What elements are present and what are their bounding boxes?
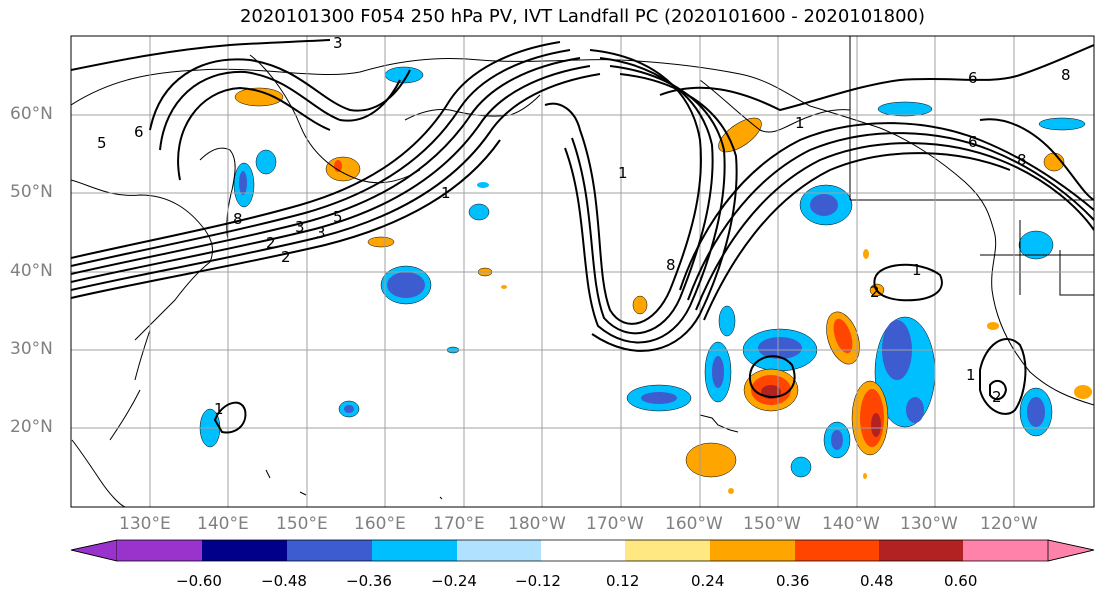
lat-label-30n: 30°N <box>10 339 53 359</box>
colorbar-tick: 0.36 <box>776 572 810 590</box>
lon-label: 160°E <box>354 514 406 534</box>
contour-label: 1 <box>966 366 976 384</box>
colorbar <box>70 539 1095 562</box>
contour-label: 8 <box>666 256 676 274</box>
colorbar-segment <box>202 540 287 561</box>
colorbar-tick: −0.48 <box>261 572 307 590</box>
contour-label: 1 <box>214 400 224 418</box>
contour-label: 6 <box>968 133 978 151</box>
colorbar-segment <box>287 540 372 561</box>
contour-label: 8 <box>1017 151 1027 169</box>
colorbar-segment <box>372 540 457 561</box>
colorbar-tick: 0.48 <box>860 572 894 590</box>
lon-label: 120°W <box>980 514 1038 534</box>
contour-label: 8 <box>233 210 243 228</box>
contour-label: 5 <box>97 134 107 152</box>
colorbar-segment <box>541 540 625 561</box>
colorbar-tick: 0.60 <box>944 572 978 590</box>
lon-label: 140°E <box>197 514 249 534</box>
coastlines <box>71 36 1094 507</box>
contour-label: 2 <box>266 234 276 252</box>
lat-label-60n: 60°N <box>10 104 53 124</box>
colorbar-tick: −0.36 <box>346 572 392 590</box>
gridlines <box>71 36 1094 507</box>
contour-labels: 5 6 3 8 5 2 1 3 2 3 1 8 6 8 1 1 2 1 2 6 … <box>97 34 1071 418</box>
lon-label: 150°W <box>743 514 801 534</box>
lon-label: 170°E <box>433 514 485 534</box>
lon-label: 130°E <box>119 514 171 534</box>
contour-label: 2 <box>870 283 880 301</box>
contour-label: 3 <box>295 218 305 236</box>
colorbar-tick: 0.12 <box>606 572 640 590</box>
colorbar-segment <box>710 540 795 561</box>
colorbar-segment <box>625 540 710 561</box>
contour-label: 3 <box>316 224 326 242</box>
contour-label: 1 <box>618 164 628 182</box>
contour-label: 1 <box>795 114 805 132</box>
colorbar-segment <box>963 540 1048 561</box>
lat-label-40n: 40°N <box>10 261 53 281</box>
colorbar-tick: −0.12 <box>515 572 561 590</box>
contour-label: 1 <box>441 184 451 202</box>
lon-label: 140°W <box>822 514 880 534</box>
map-title: 2020101300 F054 250 hPa PV, IVT Landfall… <box>239 6 926 27</box>
map-frame <box>70 35 1095 508</box>
lat-label-20n: 20°N <box>10 417 53 437</box>
contour-label: 3 <box>333 34 343 52</box>
colorbar-tick: −0.60 <box>176 572 222 590</box>
lon-label: 130°W <box>900 514 958 534</box>
lon-label: 150°E <box>276 514 328 534</box>
colorbar-extend-high <box>1047 539 1095 562</box>
ivt-shading <box>199 66 1092 494</box>
colorbar-segment <box>795 540 879 561</box>
pv-contours <box>71 39 1094 434</box>
contour-label: 5 <box>333 208 343 226</box>
lon-label: 180°W <box>508 514 566 534</box>
colorbar-segment <box>879 540 963 561</box>
colorbar-segment <box>117 540 202 561</box>
colorbar-tick: 0.24 <box>691 572 725 590</box>
contour-label: 1 <box>912 261 922 279</box>
lon-label: 170°W <box>586 514 644 534</box>
contour-label: 6 <box>968 69 978 87</box>
contour-label: 6 <box>134 123 144 141</box>
colorbar-extend-low <box>70 539 118 562</box>
lon-label: 160°W <box>665 514 723 534</box>
contour-label: 2 <box>281 248 291 266</box>
contour-label: 2 <box>992 388 1002 406</box>
colorbar-outline <box>70 539 1095 562</box>
contour-label: 8 <box>1061 66 1071 84</box>
colorbar-segment <box>457 540 541 561</box>
colorbar-tick: −0.24 <box>431 572 477 590</box>
lat-label-50n: 50°N <box>10 182 53 202</box>
